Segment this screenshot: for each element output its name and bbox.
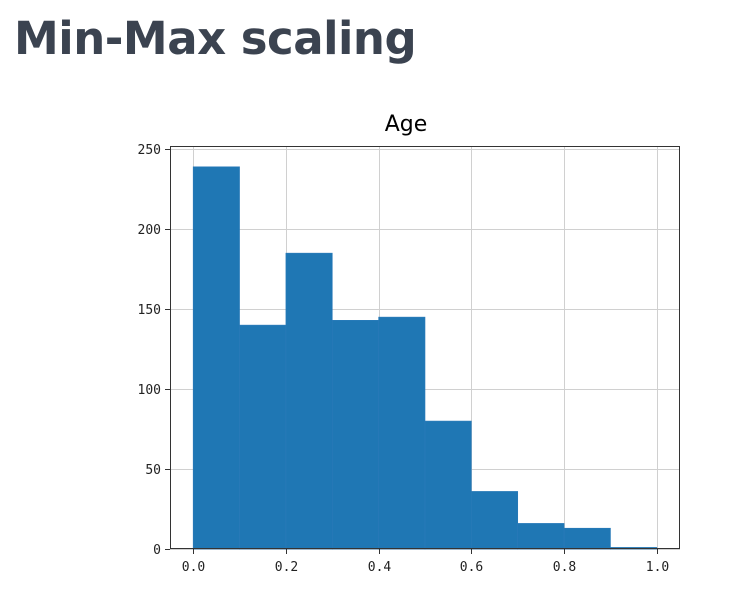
histogram-bar-1: [239, 324, 287, 550]
y-tick-label-1: 50: [145, 463, 161, 478]
y-tick-label-0: 0: [153, 543, 161, 558]
page-title: Min-Max scaling: [14, 12, 417, 65]
chart-title: Age: [385, 112, 428, 137]
histogram-bar-8: [563, 527, 611, 550]
plot-frame: [170, 146, 680, 549]
y-tick-label-3: 150: [138, 303, 161, 318]
histogram-bar-4: [378, 316, 426, 550]
histogram-bar-2: [285, 252, 333, 550]
histogram-bar-7: [517, 523, 565, 550]
histogram-bar-0: [192, 166, 240, 550]
x-tick-label-0: 0.0: [182, 560, 205, 575]
y-tick-label-4: 200: [138, 223, 161, 238]
histogram-bar-5: [424, 420, 472, 550]
x-tick-label-5: 1.0: [646, 560, 669, 575]
y-tick-label-5: 250: [138, 143, 161, 158]
axis-ticks: 0.0 0.2 0.4 0.6 0.8 1.0 0 50 100 150 200 250: [138, 143, 670, 575]
histogram-bar-6: [471, 491, 519, 550]
x-tick-label-4: 0.8: [553, 560, 576, 575]
x-tick-label-2: 0.4: [368, 560, 392, 575]
histogram-bar-3: [331, 320, 379, 550]
x-tick-label-3: 0.6: [460, 560, 483, 575]
y-tick-label-2: 100: [138, 383, 161, 398]
histogram-bars: [192, 166, 658, 550]
x-tick-label-1: 0.2: [275, 560, 298, 575]
